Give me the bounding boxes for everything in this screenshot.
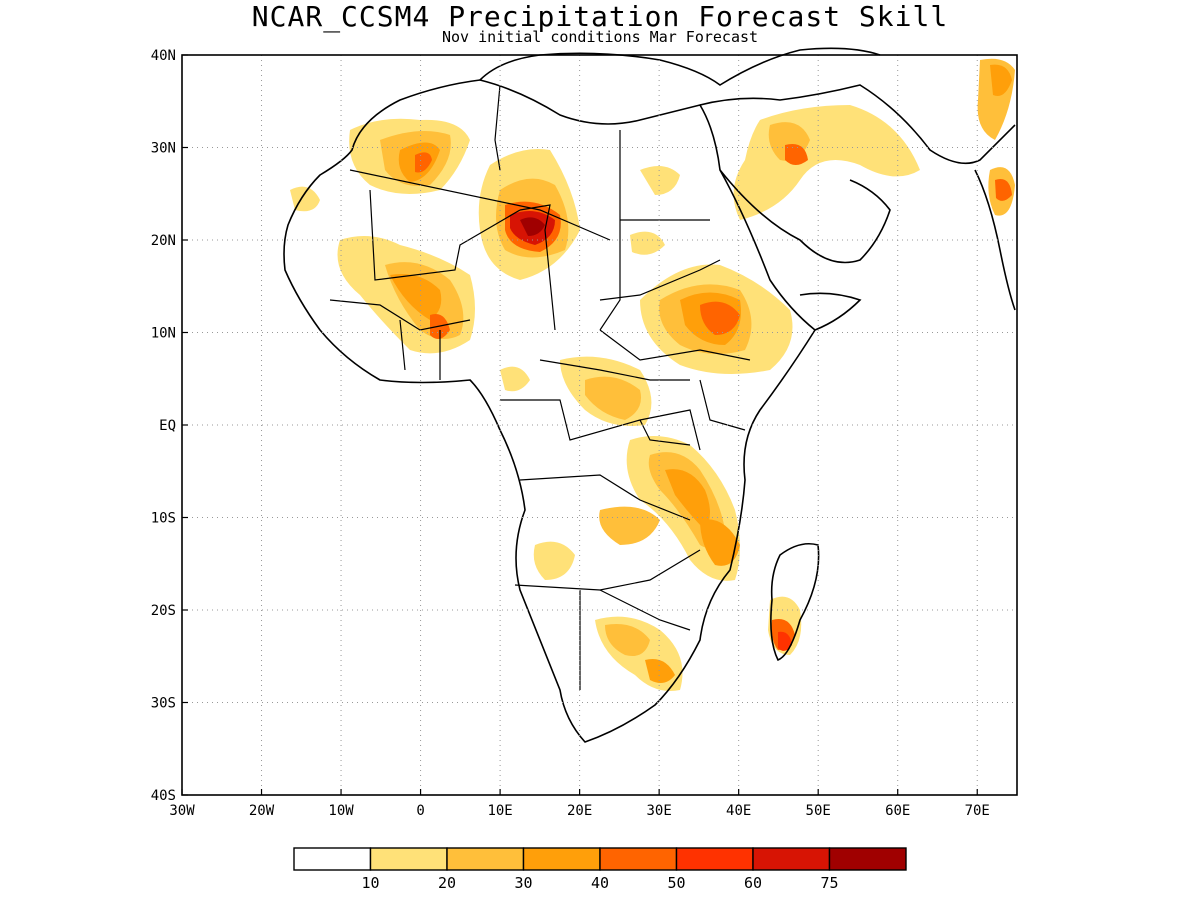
colorbar-swatch	[599, 847, 678, 871]
skill-shading	[290, 58, 1015, 691]
colorbar-label: 10	[361, 874, 379, 892]
y-tick-label: 20S	[151, 603, 176, 619]
colorbar-swatch	[293, 847, 372, 871]
coastline	[283, 47, 1016, 743]
y-tick-label: 20N	[151, 233, 176, 249]
colorbar-label: 40	[591, 874, 609, 892]
colorbar-label: 50	[667, 874, 685, 892]
longitude-axis: 30W 20W 10W 0 10E 20E 30E 40E 50E 60E 70E	[169, 789, 990, 819]
map-subtitle: Nov initial conditions Mar Forecast	[441, 28, 759, 46]
y-tick-label: 10S	[151, 511, 176, 527]
x-tick-label: 0	[416, 803, 424, 819]
colorbar-label: 75	[820, 874, 838, 892]
x-tick-label: 50E	[806, 803, 831, 819]
y-tick-label: 30N	[151, 141, 176, 157]
colorbar-label: 30	[514, 874, 532, 892]
country-borders	[329, 84, 751, 690]
y-tick-label: 30S	[151, 696, 176, 712]
colorbar-label: 20	[438, 874, 456, 892]
colorbar-label: 60	[744, 874, 762, 892]
latitude-axis: 40N 30N 20N 10N EQ 10S 20S 30S 40S	[151, 48, 188, 804]
colorbar-swatch	[752, 847, 831, 871]
colorbar: 10 20 30 40 50 60 75	[293, 847, 907, 892]
map-title: NCAR_CCSM4 Precipitation Forecast Skill	[251, 0, 949, 33]
y-tick-label: EQ	[159, 418, 176, 434]
x-tick-label: 30E	[646, 803, 671, 819]
colorbar-swatch	[369, 847, 448, 871]
y-tick-label: 40N	[151, 48, 176, 64]
x-tick-label: 60E	[885, 803, 910, 819]
x-tick-label: 20W	[249, 803, 275, 819]
x-tick-label: 30W	[169, 803, 195, 819]
x-tick-label: 10W	[328, 803, 354, 819]
colorbar-swatch	[828, 847, 907, 871]
x-tick-label: 10E	[487, 803, 512, 819]
x-tick-label: 20E	[567, 803, 592, 819]
colorbar-swatch	[675, 847, 754, 871]
colorbar-swatch	[446, 847, 525, 871]
y-tick-label: 40S	[151, 788, 176, 804]
x-tick-label: 40E	[726, 803, 751, 819]
y-tick-label: 10N	[151, 326, 176, 342]
colorbar-swatch	[522, 847, 601, 871]
x-tick-label: 70E	[965, 803, 990, 819]
